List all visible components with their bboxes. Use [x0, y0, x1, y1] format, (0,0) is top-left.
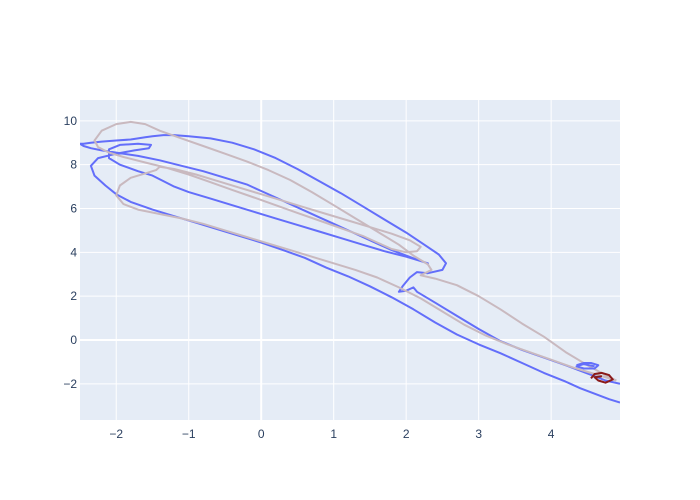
- x-tick-label: −1: [182, 427, 196, 441]
- y-axis-ticks: −2 0 2 4 6 8 10: [63, 114, 77, 391]
- x-tick-label: 1: [330, 427, 337, 441]
- series-line-4: [575, 362, 600, 370]
- y-tick-label: −2: [63, 377, 77, 391]
- y-tick-label: 6: [70, 201, 77, 215]
- y-tick-label: 10: [64, 114, 78, 128]
- traces: [80, 120, 620, 404]
- y-tick-label: 8: [70, 158, 77, 172]
- y-tick-label: 4: [70, 245, 77, 259]
- y-tick-label: 2: [70, 289, 77, 303]
- series-line-2: [93, 120, 617, 382]
- series-line-3: [590, 371, 614, 384]
- x-tick-label: 4: [548, 427, 555, 441]
- x-tick-label: 3: [475, 427, 482, 441]
- x-tick-label: 2: [403, 427, 410, 441]
- x-tick-label: −2: [109, 427, 123, 441]
- y-tick-label: 0: [70, 333, 77, 347]
- plot-area: [80, 120, 620, 404]
- plot-background: [80, 100, 620, 420]
- x-axis-ticks: −2 −1 0 1 2 3 4: [109, 427, 554, 441]
- grid-lines: [80, 100, 620, 420]
- x-tick-label: 0: [258, 427, 265, 441]
